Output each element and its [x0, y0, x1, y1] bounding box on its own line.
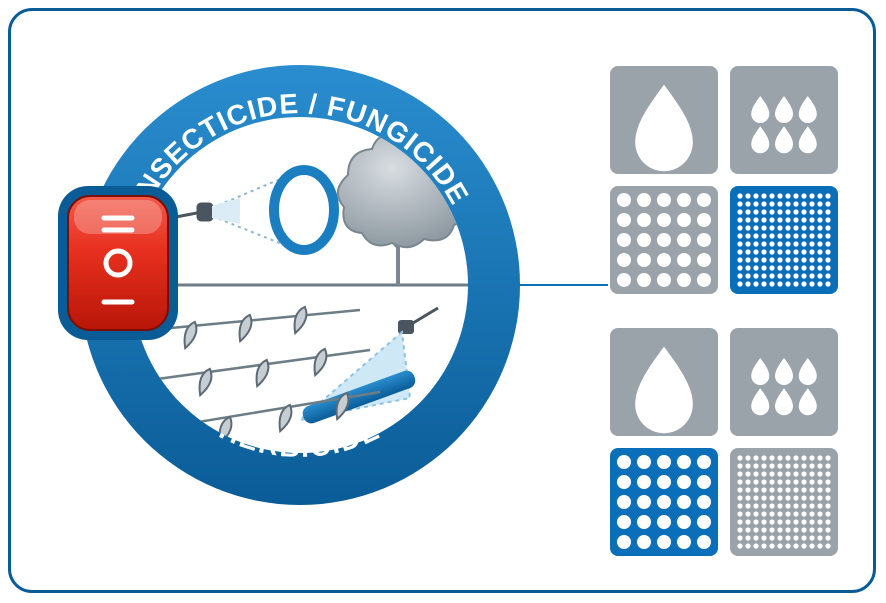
mode-switch[interactable]	[58, 186, 178, 340]
diagram-svg: INSECTICIDE / FUNGICIDE HERBICIDE	[0, 0, 886, 603]
tile-drops-3x2	[730, 328, 838, 436]
tile-dots-12x12	[730, 448, 838, 556]
droplet-grid-bottom	[610, 328, 838, 556]
tile-drops-3x2	[730, 66, 838, 174]
tile-drop-large	[610, 328, 718, 436]
tile-dots-5x5	[610, 186, 718, 294]
tile-dots-5x5	[610, 448, 718, 556]
droplet-grid-top	[610, 66, 838, 294]
tile-dots-12x12	[730, 186, 838, 294]
tile-drop-large	[610, 66, 718, 174]
